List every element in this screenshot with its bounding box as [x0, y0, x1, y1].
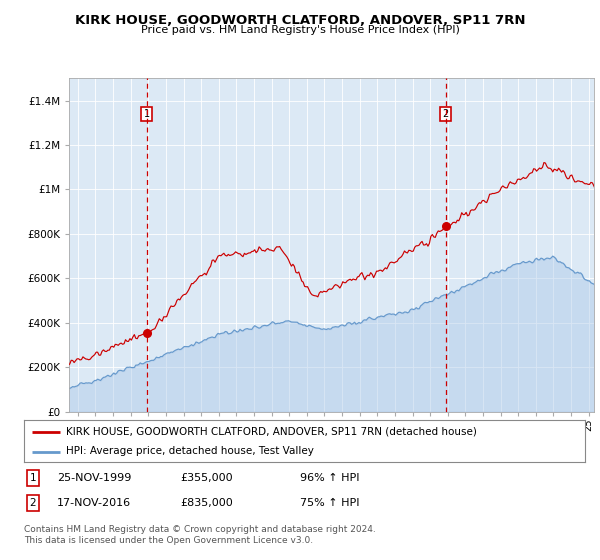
Text: £835,000: £835,000	[180, 498, 233, 508]
Text: 1: 1	[29, 473, 37, 483]
Text: KIRK HOUSE, GOODWORTH CLATFORD, ANDOVER, SP11 7RN (detached house): KIRK HOUSE, GOODWORTH CLATFORD, ANDOVER,…	[66, 427, 477, 437]
Text: 25-NOV-1999: 25-NOV-1999	[57, 473, 131, 483]
Text: KIRK HOUSE, GOODWORTH CLATFORD, ANDOVER, SP11 7RN: KIRK HOUSE, GOODWORTH CLATFORD, ANDOVER,…	[75, 14, 525, 27]
Text: 2: 2	[443, 109, 449, 119]
Text: 2: 2	[29, 498, 37, 508]
Text: £355,000: £355,000	[180, 473, 233, 483]
Text: Contains HM Land Registry data © Crown copyright and database right 2024.
This d: Contains HM Land Registry data © Crown c…	[24, 525, 376, 545]
Text: Price paid vs. HM Land Registry's House Price Index (HPI): Price paid vs. HM Land Registry's House …	[140, 25, 460, 35]
Text: 75% ↑ HPI: 75% ↑ HPI	[300, 498, 359, 508]
Text: HPI: Average price, detached house, Test Valley: HPI: Average price, detached house, Test…	[66, 446, 314, 456]
Text: 17-NOV-2016: 17-NOV-2016	[57, 498, 131, 508]
Text: 96% ↑ HPI: 96% ↑ HPI	[300, 473, 359, 483]
Text: 1: 1	[143, 109, 149, 119]
